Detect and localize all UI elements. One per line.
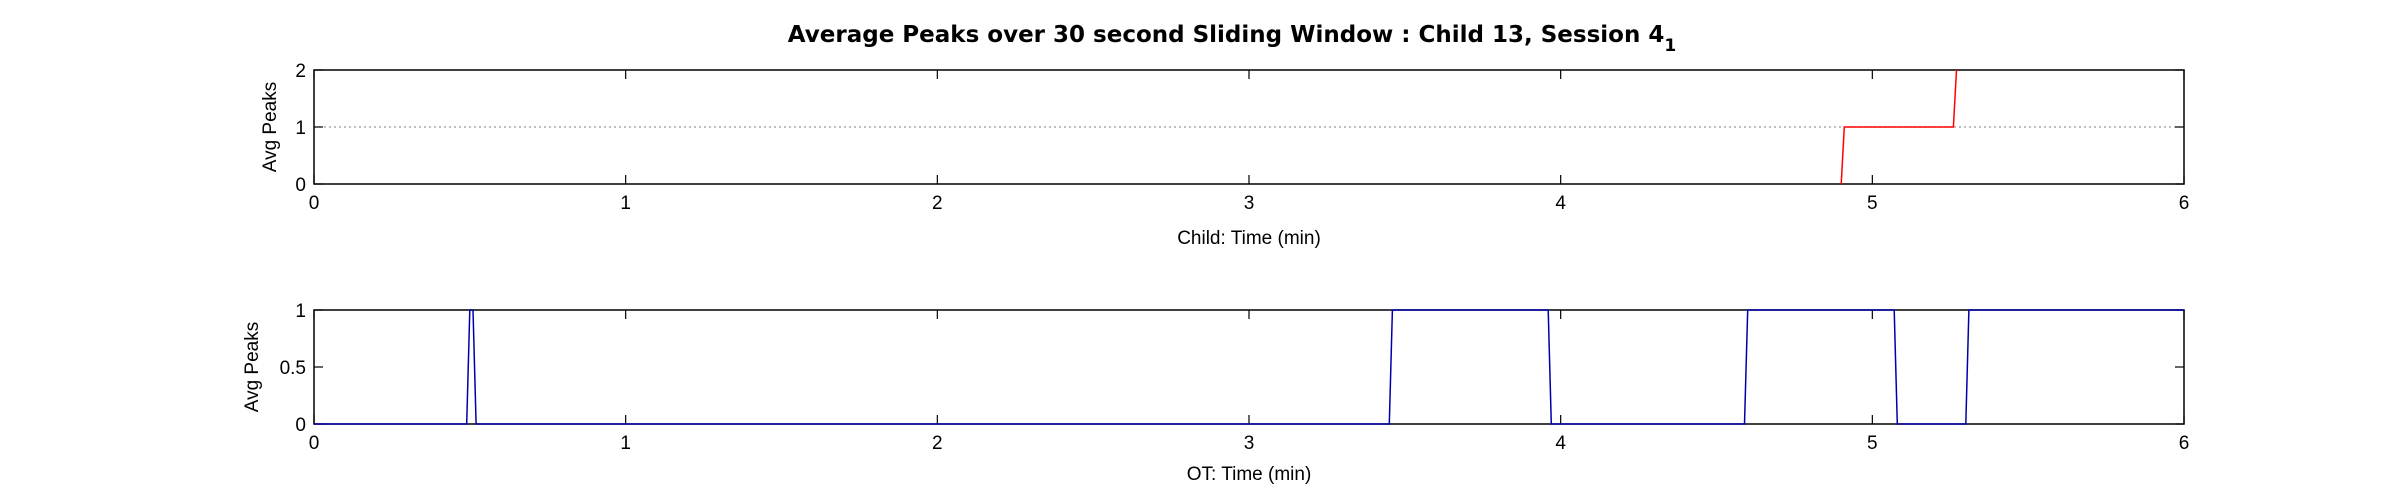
top-child-plot: 0 1 2 3 4 5 6 0 1 2 Child: Time (min) Avg Peaks — [260, 61, 2189, 249]
x-tick-label: 0 — [309, 433, 320, 454]
bottom-ot-plot: 0 1 2 3 4 5 6 0 0.5 1 OT: Time (min) Avg Peaks — [242, 301, 2189, 485]
y-tick-label: 0 — [295, 175, 306, 196]
x-tick-label: 5 — [1867, 193, 1878, 214]
y-tick-label: 1 — [295, 118, 306, 139]
x-tick-label: 1 — [620, 433, 631, 454]
x-tick-label: 2 — [932, 193, 943, 214]
y-tick-label: 1 — [295, 301, 306, 322]
figure-title-subscript: 1 — [1664, 36, 1676, 56]
y-tick-label: 0.5 — [280, 358, 306, 379]
x-tick-label: 6 — [2179, 193, 2190, 214]
x-tick-label: 1 — [620, 193, 631, 214]
figure-title: Average Peaks over 30 second Sliding Win… — [788, 22, 1676, 56]
y-axis-label: Avg Peaks — [242, 322, 263, 412]
x-axis-label: OT: Time (min) — [1187, 464, 1312, 485]
series-line — [314, 309, 2184, 425]
x-tick-label: 6 — [2179, 433, 2190, 454]
y-axis-label: Avg Peaks — [260, 82, 281, 172]
x-tick-label: 4 — [1555, 193, 1566, 214]
x-tick-label: 2 — [932, 433, 943, 454]
x-tick-label: 5 — [1867, 433, 1878, 454]
x-tick-label: 3 — [1244, 193, 1255, 214]
y-tick-label: 2 — [295, 61, 306, 82]
axes-box — [313, 309, 2185, 425]
y-tick-label: 0 — [295, 415, 306, 436]
figure-title-main: Average Peaks over 30 second Sliding Win… — [788, 22, 1665, 48]
x-tick-label: 0 — [309, 193, 320, 214]
x-axis-label: Child: Time (min) — [1177, 228, 1321, 249]
series-line — [1840, 69, 1958, 185]
x-tick-label: 4 — [1555, 433, 1566, 454]
x-tick-label: 3 — [1244, 433, 1255, 454]
